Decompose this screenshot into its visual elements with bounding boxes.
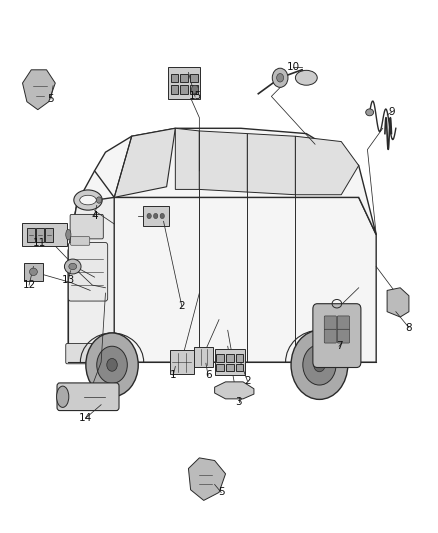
Text: 2: 2 — [244, 376, 251, 386]
Circle shape — [191, 85, 198, 94]
Polygon shape — [215, 382, 254, 399]
Text: 2: 2 — [179, 301, 185, 311]
FancyBboxPatch shape — [36, 228, 44, 241]
Circle shape — [97, 346, 127, 383]
Text: 9: 9 — [388, 107, 395, 117]
FancyBboxPatch shape — [70, 214, 103, 239]
Circle shape — [303, 345, 336, 385]
Polygon shape — [22, 70, 55, 110]
Polygon shape — [295, 136, 359, 195]
Text: 1: 1 — [170, 370, 177, 381]
Text: 5: 5 — [48, 94, 54, 104]
Circle shape — [272, 68, 288, 87]
Polygon shape — [199, 131, 247, 192]
Circle shape — [107, 359, 117, 371]
Polygon shape — [247, 134, 295, 195]
Ellipse shape — [295, 70, 317, 85]
FancyBboxPatch shape — [57, 383, 119, 410]
Text: 4: 4 — [91, 211, 98, 221]
Polygon shape — [68, 165, 376, 362]
Circle shape — [147, 213, 151, 219]
Polygon shape — [95, 128, 376, 235]
FancyBboxPatch shape — [21, 223, 67, 246]
Polygon shape — [387, 288, 409, 317]
Text: 12: 12 — [22, 280, 36, 290]
Text: 5: 5 — [218, 488, 225, 497]
FancyBboxPatch shape — [170, 74, 178, 82]
FancyBboxPatch shape — [66, 344, 112, 364]
FancyBboxPatch shape — [337, 316, 350, 330]
Ellipse shape — [74, 190, 102, 210]
Polygon shape — [175, 128, 199, 189]
Text: 11: 11 — [32, 238, 46, 247]
FancyBboxPatch shape — [313, 304, 361, 368]
Ellipse shape — [69, 263, 77, 270]
Polygon shape — [68, 197, 114, 362]
Circle shape — [86, 333, 138, 397]
Circle shape — [314, 358, 325, 372]
Ellipse shape — [64, 259, 81, 274]
FancyBboxPatch shape — [180, 74, 188, 82]
FancyBboxPatch shape — [24, 263, 42, 281]
FancyBboxPatch shape — [190, 85, 198, 94]
Ellipse shape — [57, 386, 69, 407]
FancyBboxPatch shape — [27, 228, 35, 241]
FancyBboxPatch shape — [216, 354, 224, 362]
Text: 10: 10 — [286, 62, 300, 72]
Ellipse shape — [366, 109, 374, 116]
Text: 15: 15 — [188, 91, 201, 101]
Ellipse shape — [66, 229, 71, 240]
FancyBboxPatch shape — [194, 346, 213, 367]
FancyBboxPatch shape — [180, 85, 188, 94]
FancyBboxPatch shape — [68, 243, 108, 301]
FancyBboxPatch shape — [170, 85, 178, 94]
FancyBboxPatch shape — [215, 349, 245, 375]
FancyBboxPatch shape — [168, 67, 200, 99]
Ellipse shape — [96, 197, 102, 203]
FancyBboxPatch shape — [337, 329, 350, 343]
Circle shape — [277, 74, 284, 82]
Circle shape — [153, 213, 158, 219]
Circle shape — [291, 330, 348, 399]
FancyBboxPatch shape — [226, 364, 234, 371]
Ellipse shape — [29, 268, 37, 276]
FancyBboxPatch shape — [190, 74, 198, 82]
FancyBboxPatch shape — [170, 351, 194, 374]
FancyBboxPatch shape — [143, 206, 169, 225]
Text: 6: 6 — [205, 370, 212, 381]
Text: 7: 7 — [336, 341, 343, 351]
Text: 8: 8 — [406, 322, 412, 333]
Polygon shape — [114, 128, 175, 197]
Ellipse shape — [80, 195, 96, 205]
FancyBboxPatch shape — [226, 354, 234, 362]
FancyBboxPatch shape — [324, 316, 336, 330]
Text: 3: 3 — [235, 397, 242, 407]
FancyBboxPatch shape — [236, 354, 244, 362]
FancyBboxPatch shape — [71, 237, 90, 245]
FancyBboxPatch shape — [324, 329, 336, 343]
Text: 13: 13 — [62, 275, 75, 285]
FancyBboxPatch shape — [216, 364, 224, 371]
Text: 14: 14 — [79, 413, 92, 423]
FancyBboxPatch shape — [236, 364, 244, 371]
Circle shape — [160, 213, 164, 219]
Polygon shape — [188, 458, 226, 500]
FancyBboxPatch shape — [45, 228, 53, 241]
